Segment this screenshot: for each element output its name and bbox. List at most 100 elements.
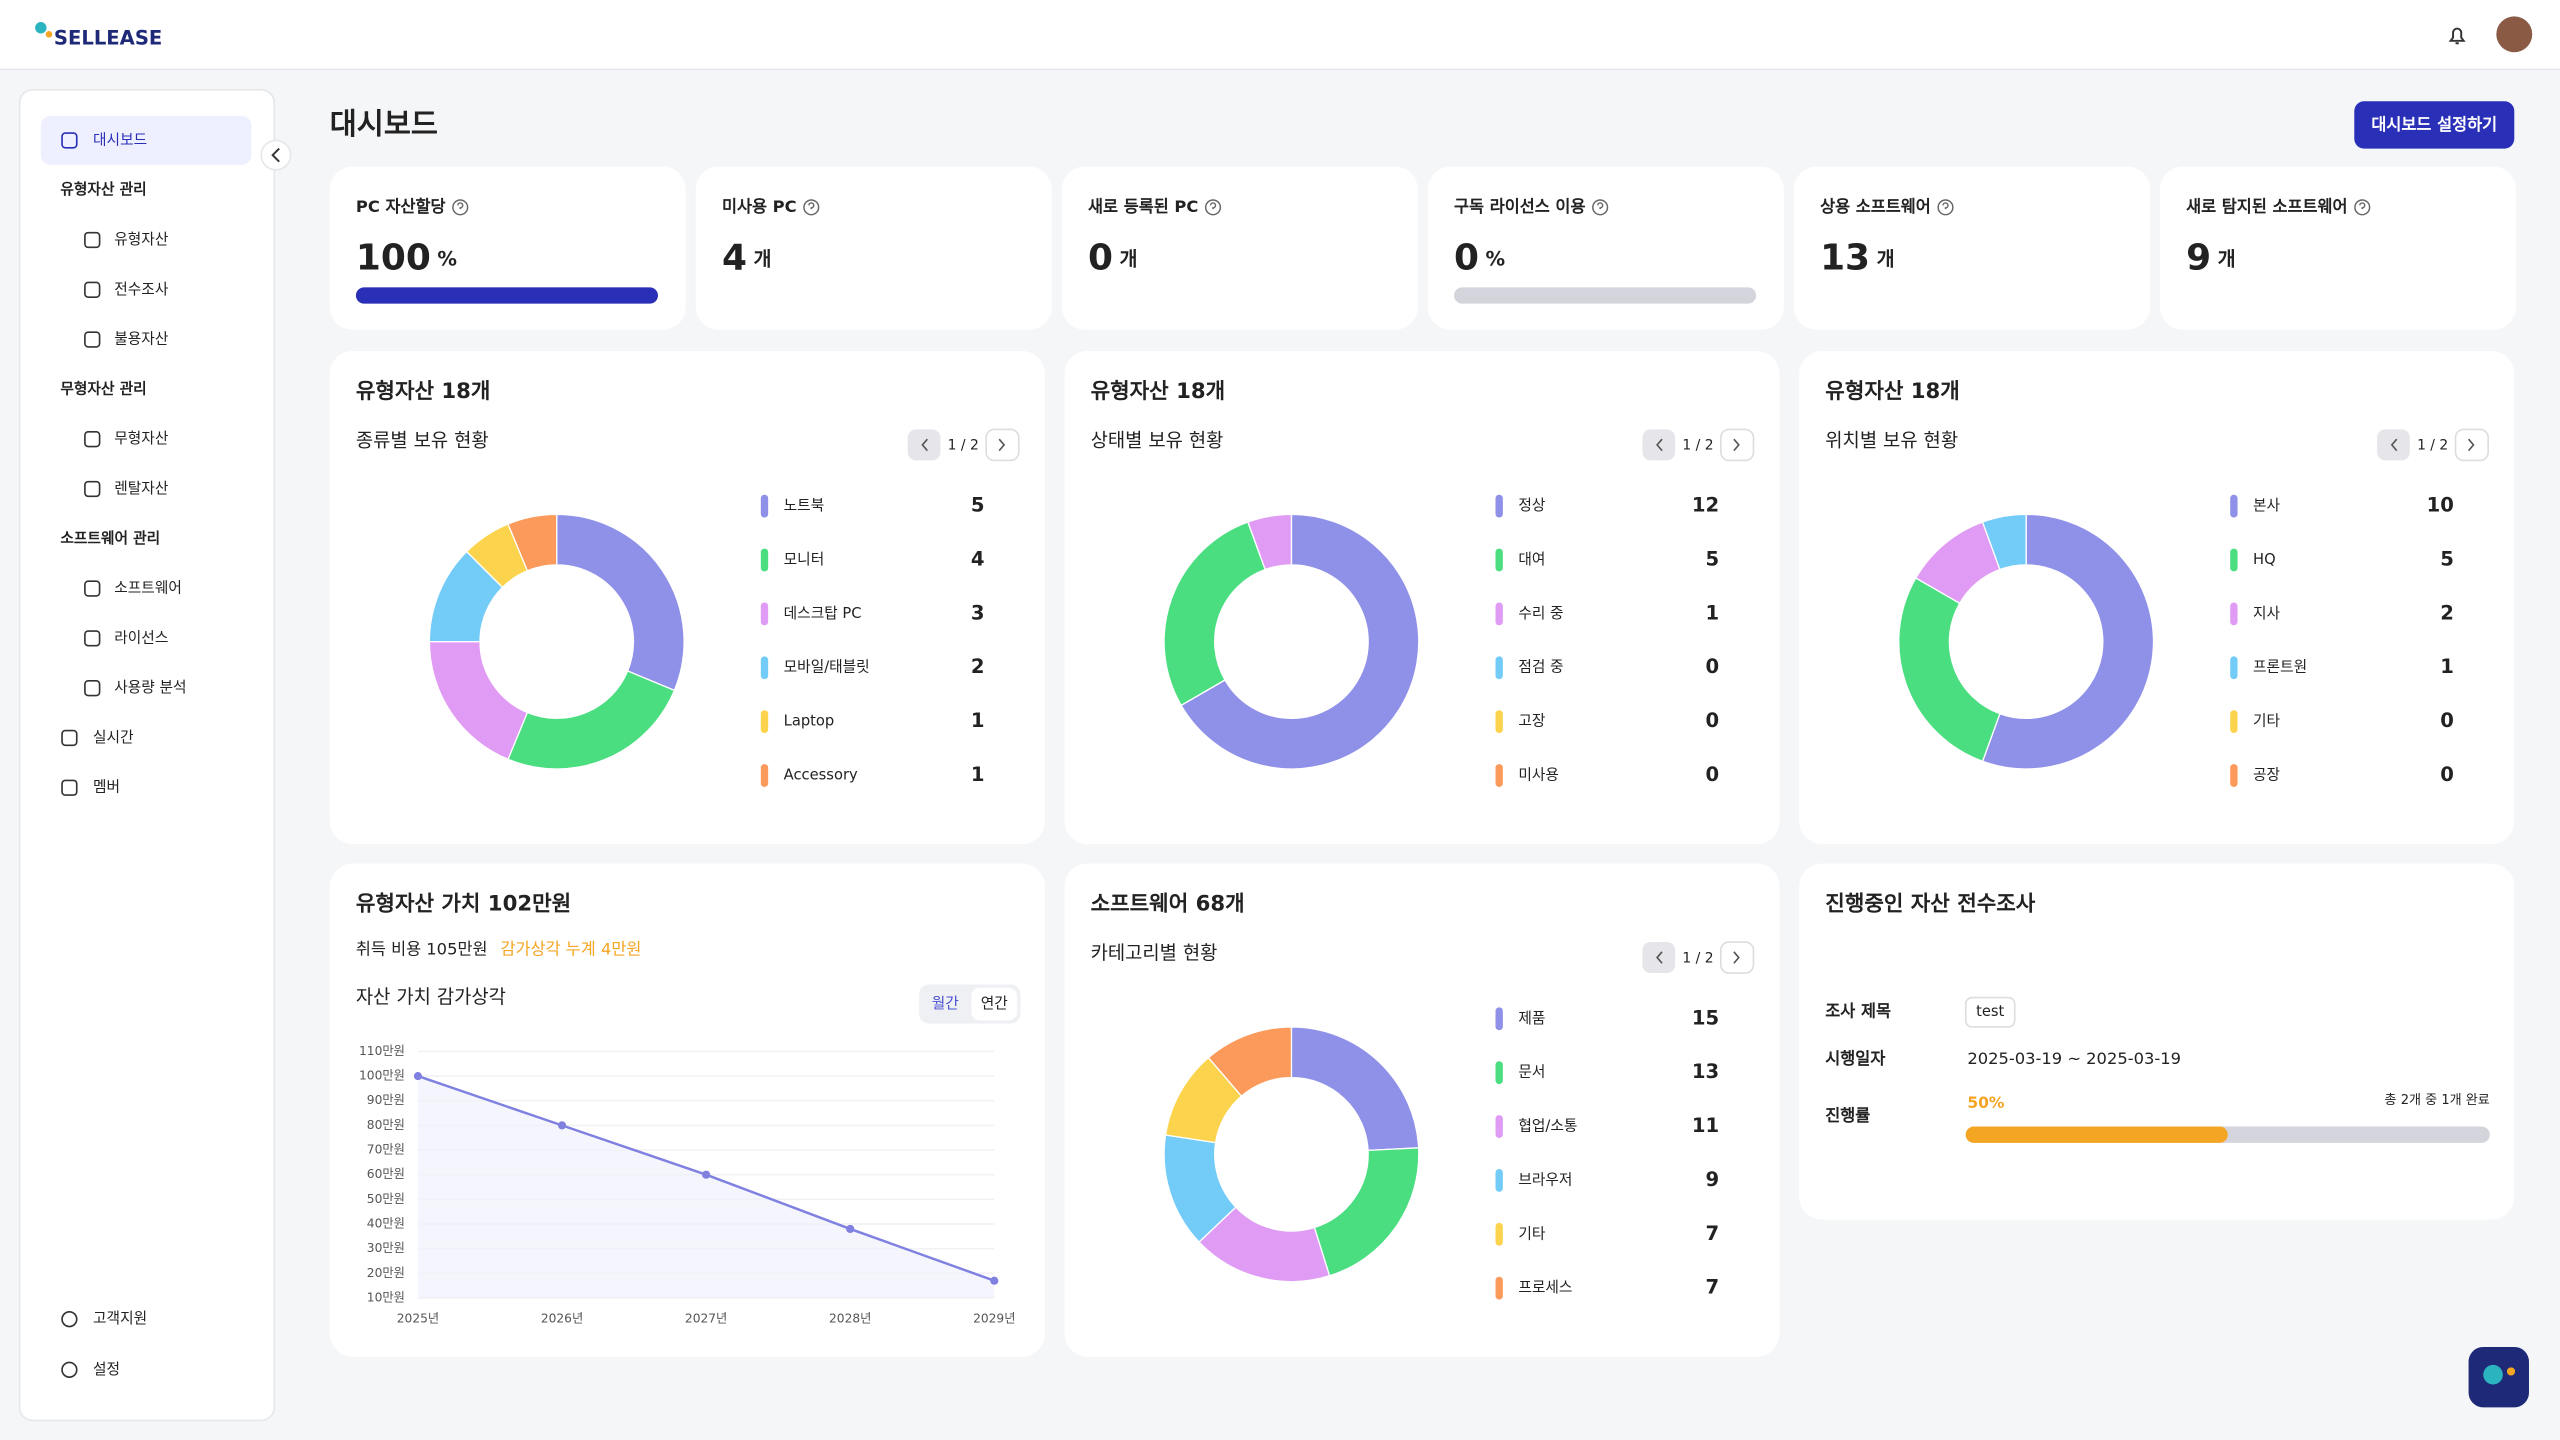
collapse-button[interactable] xyxy=(260,139,292,171)
nav-icon xyxy=(84,281,101,298)
legend-swatch xyxy=(1495,1061,1503,1085)
donut-segment xyxy=(1898,577,2001,763)
card xyxy=(2160,166,2516,330)
help-icon[interactable] xyxy=(1204,199,1222,216)
logo-mark xyxy=(45,31,53,38)
legend-label: 프로세스 xyxy=(1518,1279,1572,1296)
legend-swatch xyxy=(2230,710,2238,734)
y-tick-label: 110만원 xyxy=(359,1044,405,1058)
toggle-option[interactable]: 연간 xyxy=(981,995,1008,1012)
legend-value: 4 xyxy=(971,547,985,570)
legend-value: 11 xyxy=(1692,1114,1719,1137)
point xyxy=(846,1224,855,1234)
nav-item[interactable]: 전수조사 xyxy=(114,281,169,298)
kpi-label: 구독 라이선스 이용 xyxy=(1454,197,1585,216)
y-tick-label: 30만원 xyxy=(367,1241,405,1255)
pager-prev[interactable] xyxy=(907,429,941,461)
pager-icon xyxy=(998,438,1006,452)
legend-swatch xyxy=(1495,494,1503,518)
kpi-number: 0 xyxy=(1454,238,1479,279)
point xyxy=(557,1121,567,1130)
kpi-number: 0 xyxy=(1088,238,1113,279)
nav-item[interactable]: 무형자산 xyxy=(114,430,168,447)
settings-button[interactable] xyxy=(2354,101,2515,149)
row-value: test xyxy=(1976,1003,2004,1020)
kpi-label: 미사용 PC xyxy=(722,197,797,216)
legend-value: 0 xyxy=(1706,763,1720,786)
nav-icon xyxy=(84,231,101,249)
legend-value: 0 xyxy=(2440,763,2454,786)
help-icon[interactable] xyxy=(803,199,820,216)
help-icon[interactable] xyxy=(1592,199,1609,216)
legend-label: 기타 xyxy=(1518,1225,1546,1242)
progress-value: 50% xyxy=(1967,1094,2005,1112)
nav-item[interactable]: 사용량 분석 xyxy=(114,679,186,696)
legend-value: 9 xyxy=(1706,1168,1720,1191)
legend-label: 데스크탑 PC xyxy=(784,605,862,622)
legend-value: 2 xyxy=(971,655,985,678)
point xyxy=(702,1170,711,1179)
help-icon[interactable] xyxy=(2354,199,2371,216)
pager-next[interactable] xyxy=(1720,941,1755,974)
nav-item[interactable]: 설정 xyxy=(93,1361,120,1378)
nav-item[interactable]: 불용자산 xyxy=(114,331,168,348)
nav-item[interactable]: 멤버 xyxy=(93,779,120,796)
nav-item[interactable]: 실시간 xyxy=(93,729,134,746)
legend-swatch xyxy=(1495,1222,1503,1246)
help-icon[interactable] xyxy=(1937,199,1954,216)
nav-item[interactable]: 소프트웨어 xyxy=(114,580,182,597)
pager-next[interactable] xyxy=(2454,428,2489,462)
kpi-number: 13 xyxy=(1820,238,1870,279)
pager-prev[interactable] xyxy=(2377,429,2410,461)
kpi-label: 새로 탐지된 소프트웨어 xyxy=(2186,197,2347,216)
legend-value: 2 xyxy=(2440,601,2454,624)
nav-icon xyxy=(84,630,101,647)
logo: SELLEASE xyxy=(54,27,162,50)
nav-item[interactable]: 고객지원 xyxy=(93,1310,147,1327)
nav-item[interactable]: 유형자산 xyxy=(114,231,168,248)
pager-prev[interactable] xyxy=(1642,942,1676,974)
pager-prev[interactable] xyxy=(1642,429,1676,461)
pager-icon xyxy=(1656,951,1663,964)
legend-swatch xyxy=(1495,1007,1503,1031)
help-icon[interactable] xyxy=(452,199,469,216)
legend-swatch xyxy=(1495,602,1503,626)
kpi-value: 13 개 xyxy=(1820,238,1895,279)
nav-item[interactable]: 라이선스 xyxy=(114,629,168,646)
y-tick-label: 70만원 xyxy=(367,1143,405,1157)
nav-active xyxy=(40,115,252,165)
card-title: 유형자산 18개 xyxy=(1825,379,1960,404)
pager-next[interactable] xyxy=(985,428,1020,462)
pager-label: 1 / 2 xyxy=(1682,438,1713,454)
nav-item[interactable]: 대시보드 xyxy=(93,131,147,148)
avatar[interactable] xyxy=(2496,16,2533,53)
kpi-label: 새로 등록된 PC xyxy=(1088,197,1198,216)
legend-value: 0 xyxy=(2440,709,2454,732)
legend-swatch xyxy=(760,494,769,518)
nav-item[interactable]: 렌탈자산 xyxy=(114,480,168,497)
kpi-value: 0% xyxy=(1454,238,1505,279)
chat-icon xyxy=(2506,1367,2516,1376)
pager-label: 1 / 2 xyxy=(2417,438,2448,454)
kpi-unit: % xyxy=(1486,247,1506,270)
bell-icon[interactable] xyxy=(2448,27,2466,45)
y-tick-label: 60만원 xyxy=(367,1167,405,1181)
card-subtitle: 종류별 보유 현황 xyxy=(356,429,489,451)
legend-value: 7 xyxy=(1706,1276,1720,1299)
legend-swatch xyxy=(760,602,769,626)
pager-icon xyxy=(1656,438,1663,452)
toggle-option[interactable]: 월간 xyxy=(932,995,959,1012)
legend-swatch xyxy=(1495,1168,1503,1192)
kpi-unit: 개 xyxy=(1120,247,1138,270)
legend-label: Accessory xyxy=(784,767,858,784)
kpi-number: 9 xyxy=(2186,238,2211,279)
legend-swatch xyxy=(1495,1276,1503,1300)
help-icon xyxy=(1596,202,1604,210)
pager-next[interactable] xyxy=(1720,428,1755,462)
card-title: 유형자산 18개 xyxy=(1091,379,1226,404)
kpi-number: 100 xyxy=(356,238,431,279)
pager-label: 1 / 2 xyxy=(948,438,979,454)
kpi-label: PC 자산할당 xyxy=(356,197,446,216)
legend-label: 공장 xyxy=(2253,767,2280,784)
